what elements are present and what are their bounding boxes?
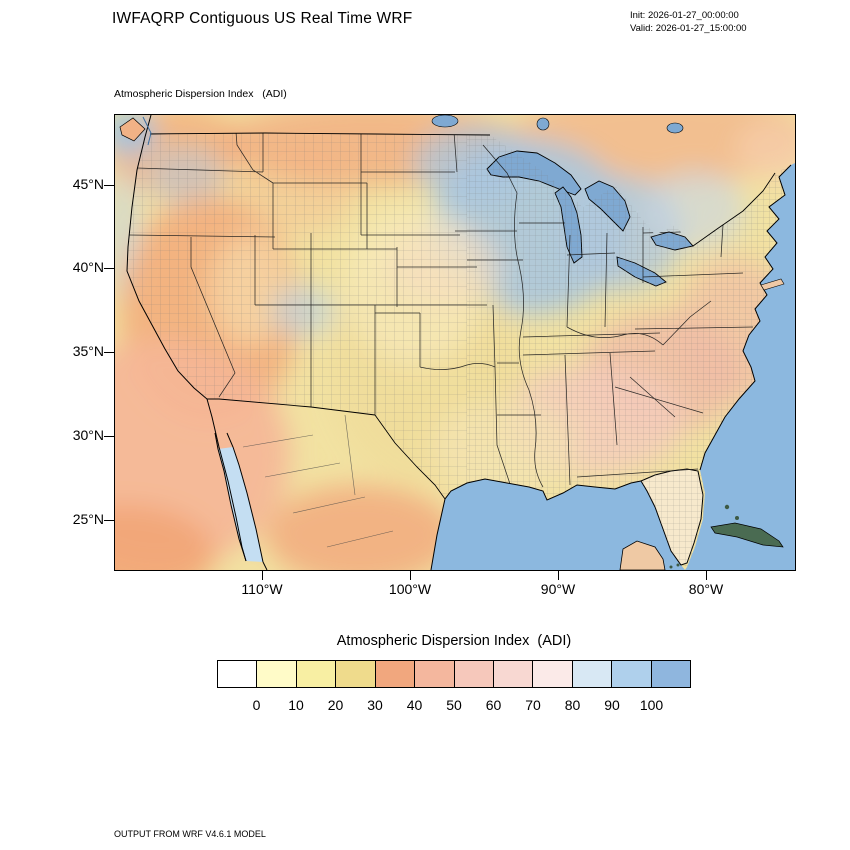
- map-canvas: [114, 114, 796, 571]
- lon-tick-mark: [410, 570, 411, 580]
- lat-tick-mark: [104, 268, 114, 269]
- colorbar-cell: [533, 661, 573, 687]
- lon-tick-mark: [558, 570, 559, 580]
- colorbar-title: Atmospheric Dispersion Index (ADI): [336, 633, 572, 649]
- plot-title: IWFAQRP Contiguous US Real Time WRF: [112, 10, 413, 27]
- gulf-of-california: [218, 447, 263, 562]
- colorbar-cell: [415, 661, 455, 687]
- colorbar-tick-label: 30: [367, 697, 383, 713]
- colorbar-cell: [612, 661, 652, 687]
- footer: OUTPUT FROM WRF V4.6.1 MODEL WE = 580 ; …: [114, 804, 468, 850]
- colorbar-tick-label: 90: [604, 697, 620, 713]
- lon-tick-mark: [706, 570, 707, 580]
- lon-tick-mark: [262, 570, 263, 580]
- caribbean-islands: [669, 504, 784, 569]
- colorbar-tick-label: 80: [564, 697, 581, 713]
- lon-tick-label: 110°W: [241, 581, 283, 597]
- colorbar-cell: [493, 661, 534, 687]
- colorbar-cell: [257, 661, 297, 687]
- yucatan: [619, 540, 666, 570]
- lat-tick-label: 35°N: [72, 343, 104, 359]
- lat-tick-mark: [104, 436, 114, 437]
- coastlines: [126, 115, 792, 570]
- valid-time: Valid: 2026-01-27_15:00:00: [630, 23, 747, 34]
- colorbar-cells: [217, 660, 691, 688]
- init-time: Init: 2026-01-27_00:00:00: [630, 10, 739, 21]
- colorbar-cell: [336, 661, 376, 687]
- lon-tick-label: 100°W: [388, 581, 432, 597]
- lon-tick-label: 80°W: [688, 581, 724, 597]
- colorbar-tick-label: 0: [252, 697, 261, 713]
- mexico-state-borders: [242, 414, 394, 548]
- lat-tick-mark: [104, 520, 114, 521]
- atlantic-ocean: [685, 163, 795, 570]
- lat-tick-mark: [104, 185, 114, 186]
- lon-tick-label: 90°W: [540, 581, 576, 597]
- footer-model-line: OUTPUT FROM WRF V4.6.1 MODEL: [114, 829, 266, 839]
- run-info: Init: 2026-01-27_00:00:00 Valid: 2026-01…: [630, 9, 747, 35]
- colorbar-tick-label: 20: [327, 697, 344, 713]
- gulf-of-mexico: [431, 479, 685, 570]
- colorbar-tick-label: 70: [525, 697, 541, 713]
- lat-tick-label: 25°N: [72, 511, 104, 527]
- us-adi-map: [115, 115, 795, 570]
- lat-tick-mark: [104, 352, 114, 353]
- colorbar-cell: [651, 661, 691, 687]
- colorbar-tick-label: 10: [288, 697, 304, 713]
- colorbar-tick-label: 40: [406, 697, 423, 713]
- northern-lakes: [431, 115, 684, 134]
- colorbar-cell: [454, 661, 494, 687]
- colorbar-tick-label: 50: [446, 697, 462, 713]
- colorbar-cell: [218, 661, 258, 687]
- colorbar-tick-label: 100: [639, 697, 664, 713]
- colorbar-ticks: 0 10 20 30 40 50 60 70 80 90 100: [217, 697, 691, 715]
- colorbar-cell: [375, 661, 416, 687]
- lat-tick-label: 40°N: [72, 259, 104, 275]
- small-islands: [119, 116, 785, 291]
- field-label: Atmospheric Dispersion Index (ADI): [114, 88, 287, 100]
- lat-tick-label: 30°N: [72, 427, 104, 443]
- colorbar-cell: [572, 661, 613, 687]
- colorbar-cell: [296, 661, 337, 687]
- lat-tick-label: 45°N: [72, 176, 104, 192]
- colorbar-tick-label: 60: [485, 697, 502, 713]
- state-borders: [128, 133, 754, 488]
